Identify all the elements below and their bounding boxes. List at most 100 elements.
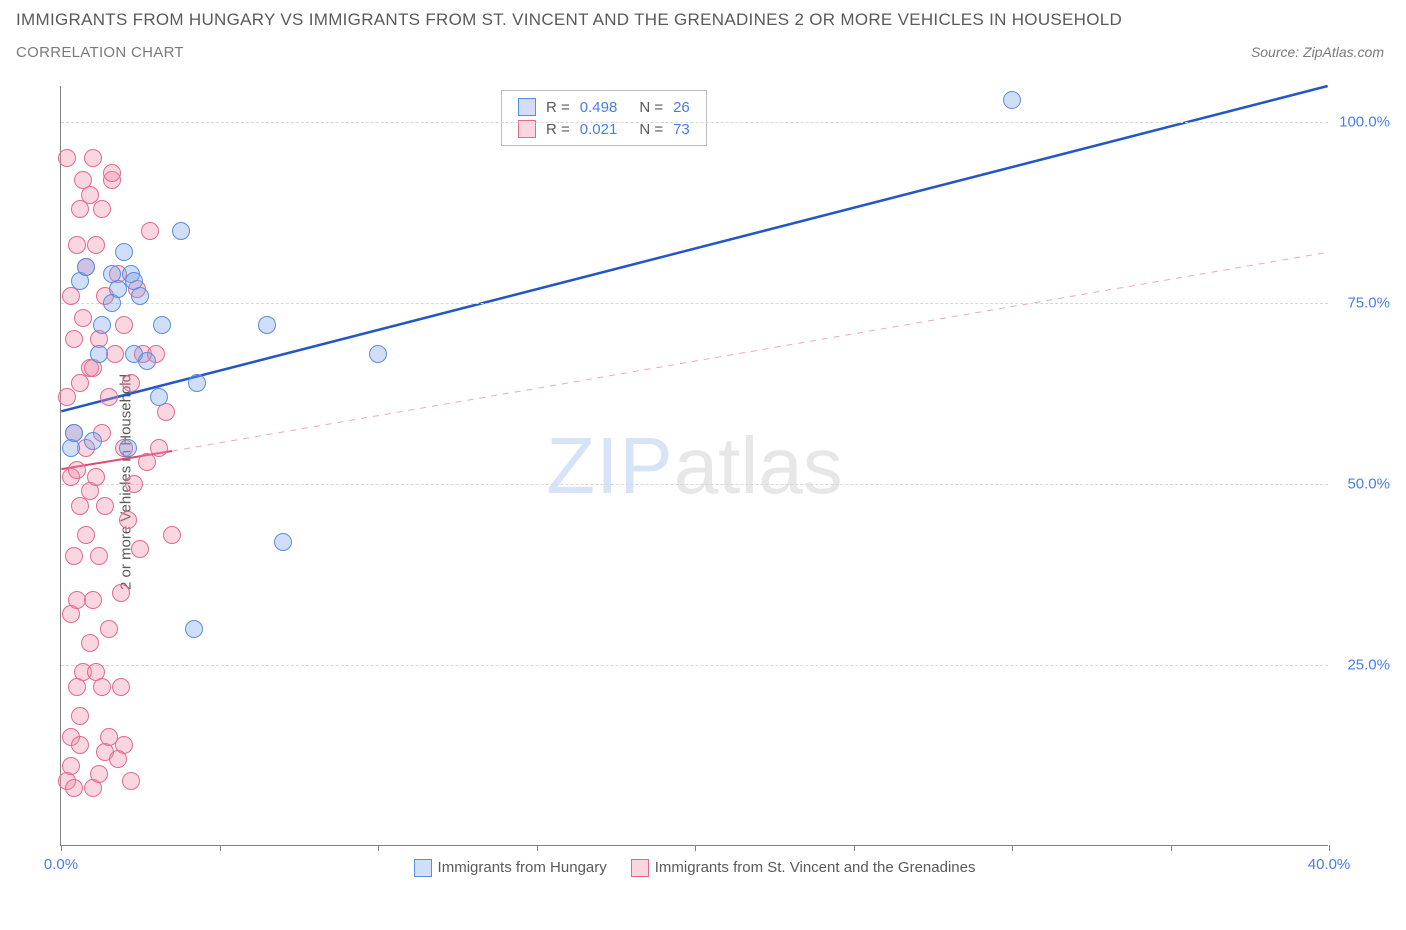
legend-swatch [414,859,432,877]
legend-R-label: R = [542,97,574,117]
data-point [122,772,140,790]
data-point [131,540,149,558]
x-tick [854,845,855,851]
gridline [61,303,1328,304]
data-point [109,750,127,768]
data-point [115,316,133,334]
data-point [71,707,89,725]
data-point [68,236,86,254]
data-point [77,526,95,544]
data-point [103,164,121,182]
x-tick-label: 0.0% [44,856,78,873]
data-point [68,461,86,479]
data-point [84,149,102,167]
data-point [119,439,137,457]
data-point [93,316,111,334]
data-point [58,149,76,167]
data-point [122,374,140,392]
legend-row: R =0.498 N =26 [514,97,694,117]
legend-label: Immigrants from St. Vincent and the Gren… [655,859,976,876]
data-point [112,584,130,602]
data-point [119,511,137,529]
x-tick [220,845,221,851]
legend-N-label: N = [635,97,667,117]
data-point [93,200,111,218]
x-tick [1329,845,1330,851]
data-point [100,388,118,406]
legend-label: Immigrants from Hungary [438,859,607,876]
data-point [77,258,95,276]
data-point [274,533,292,551]
gridline [61,122,1328,123]
data-point [106,345,124,363]
legend-swatch [631,859,649,877]
data-point [87,236,105,254]
series-legend: Immigrants from Hungary Immigrants from S… [61,859,1328,877]
legend-R-value: 0.498 [576,97,622,117]
y-tick-label: 75.0% [1336,295,1390,312]
legend-item: Immigrants from Hungary [414,859,607,877]
data-point [185,620,203,638]
data-point [58,388,76,406]
legend-N-value: 26 [669,97,694,117]
data-point [84,591,102,609]
data-point [153,316,171,334]
source-attribution: Source: ZipAtlas.com [1251,44,1384,60]
data-point [90,765,108,783]
data-point [68,678,86,696]
correlation-legend: R =0.498N =26R =0.021N =73 [501,90,707,146]
x-tick-label: 40.0% [1308,856,1351,873]
gridline [61,484,1328,485]
data-point [112,678,130,696]
data-point [65,547,83,565]
data-point [74,309,92,327]
watermark-atlas: atlas [674,421,843,510]
data-point [138,352,156,370]
trend-lines [61,86,1328,845]
data-point [1003,91,1021,109]
data-point [65,424,83,442]
data-point [96,497,114,515]
data-point [163,526,181,544]
data-point [150,388,168,406]
data-point [93,678,111,696]
data-point [188,374,206,392]
x-tick [61,845,62,851]
data-point [141,222,159,240]
legend-swatch [518,98,536,116]
data-point [65,330,83,348]
data-point [87,468,105,486]
data-point [138,453,156,471]
y-tick-label: 50.0% [1336,476,1390,493]
chart-title-line2: CORRELATION CHART [16,44,1390,61]
x-tick [537,845,538,851]
chart-title-line1: IMMIGRANTS FROM HUNGARY VS IMMIGRANTS FR… [16,10,1390,30]
data-point [65,779,83,797]
chart-container: 2 or more Vehicles in Household ZIPatlas… [42,86,1362,878]
data-point [84,432,102,450]
y-tick-label: 25.0% [1336,657,1390,674]
data-point [369,345,387,363]
watermark: ZIPatlas [546,420,842,512]
data-point [150,439,168,457]
data-point [81,634,99,652]
data-point [90,547,108,565]
y-tick-label: 100.0% [1336,114,1390,131]
x-tick [378,845,379,851]
data-point [125,475,143,493]
watermark-zip: ZIP [546,421,673,510]
data-point [90,345,108,363]
data-point [100,620,118,638]
data-point [62,757,80,775]
legend-item: Immigrants from St. Vincent and the Gren… [631,859,976,877]
data-point [131,287,149,305]
data-point [258,316,276,334]
x-tick [1012,845,1013,851]
gridline [61,665,1328,666]
x-tick [695,845,696,851]
data-point [74,171,92,189]
plot-area: ZIPatlas R =0.498N =26R =0.021N =73 Immi… [60,86,1328,846]
data-point [115,243,133,261]
data-point [172,222,190,240]
data-point [71,736,89,754]
